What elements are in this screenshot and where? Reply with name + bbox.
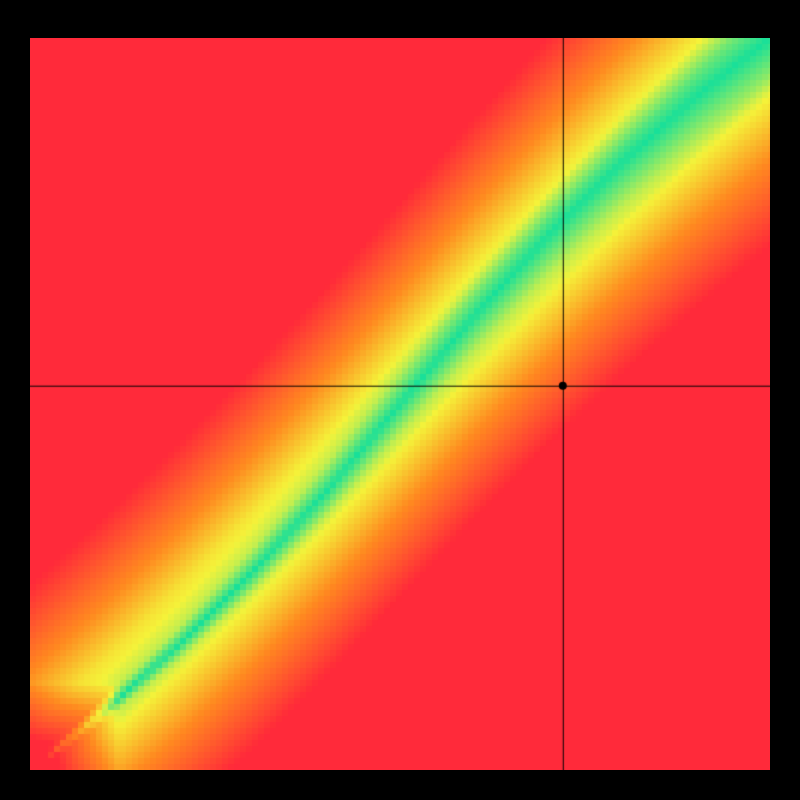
frame: TheBottleneck.com — [0, 0, 800, 800]
bottleneck-heatmap — [30, 38, 770, 770]
watermark-text: TheBottleneck.com — [516, 8, 737, 36]
